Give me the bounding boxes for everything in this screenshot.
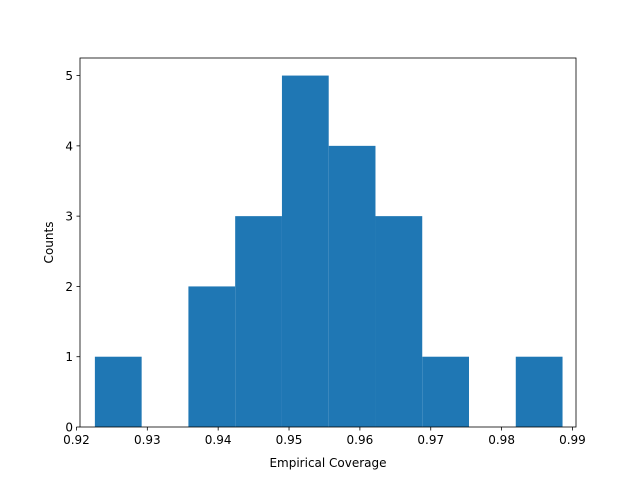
plot-frame [79, 57, 577, 428]
x-axis-label: Empirical Coverage [269, 456, 386, 470]
x-tick-label-1: 0.93 [134, 433, 161, 447]
y-tick-label-5: 5 [65, 69, 73, 83]
x-tick-label-4: 0.96 [347, 433, 374, 447]
histogram-bar-9 [515, 356, 563, 427]
x-tick-label-3: 0.95 [276, 433, 303, 447]
y-tick-label-4: 4 [65, 139, 73, 153]
histogram-bar-5 [328, 145, 376, 427]
histogram-bar-6 [375, 216, 423, 427]
histogram-bar-7 [422, 356, 470, 427]
y-axis-label: Counts [42, 222, 56, 264]
histogram-bar-3 [235, 216, 282, 427]
histogram-bar-0 [94, 356, 142, 427]
y-tick-label-0: 0 [65, 421, 73, 435]
x-tick-label-2: 0.94 [205, 433, 232, 447]
histogram-bar-4 [281, 75, 329, 428]
x-tick-label-5: 0.97 [417, 433, 444, 447]
x-tick-label-0: 0.92 [63, 433, 90, 447]
bars-layer [94, 75, 563, 428]
ticks-layer: 0.92 0.93 0.94 0.95 0.96 0.97 0.98 0.99 0 1 2 3 4 5 [63, 69, 586, 447]
y-tick-label-1: 1 [65, 350, 73, 364]
y-tick-label-3: 3 [65, 210, 73, 224]
x-tick-label-6: 0.98 [488, 433, 515, 447]
x-tick-label-7: 0.99 [559, 433, 586, 447]
histogram-bar-2 [188, 286, 236, 427]
y-tick-label-2: 2 [65, 280, 73, 294]
